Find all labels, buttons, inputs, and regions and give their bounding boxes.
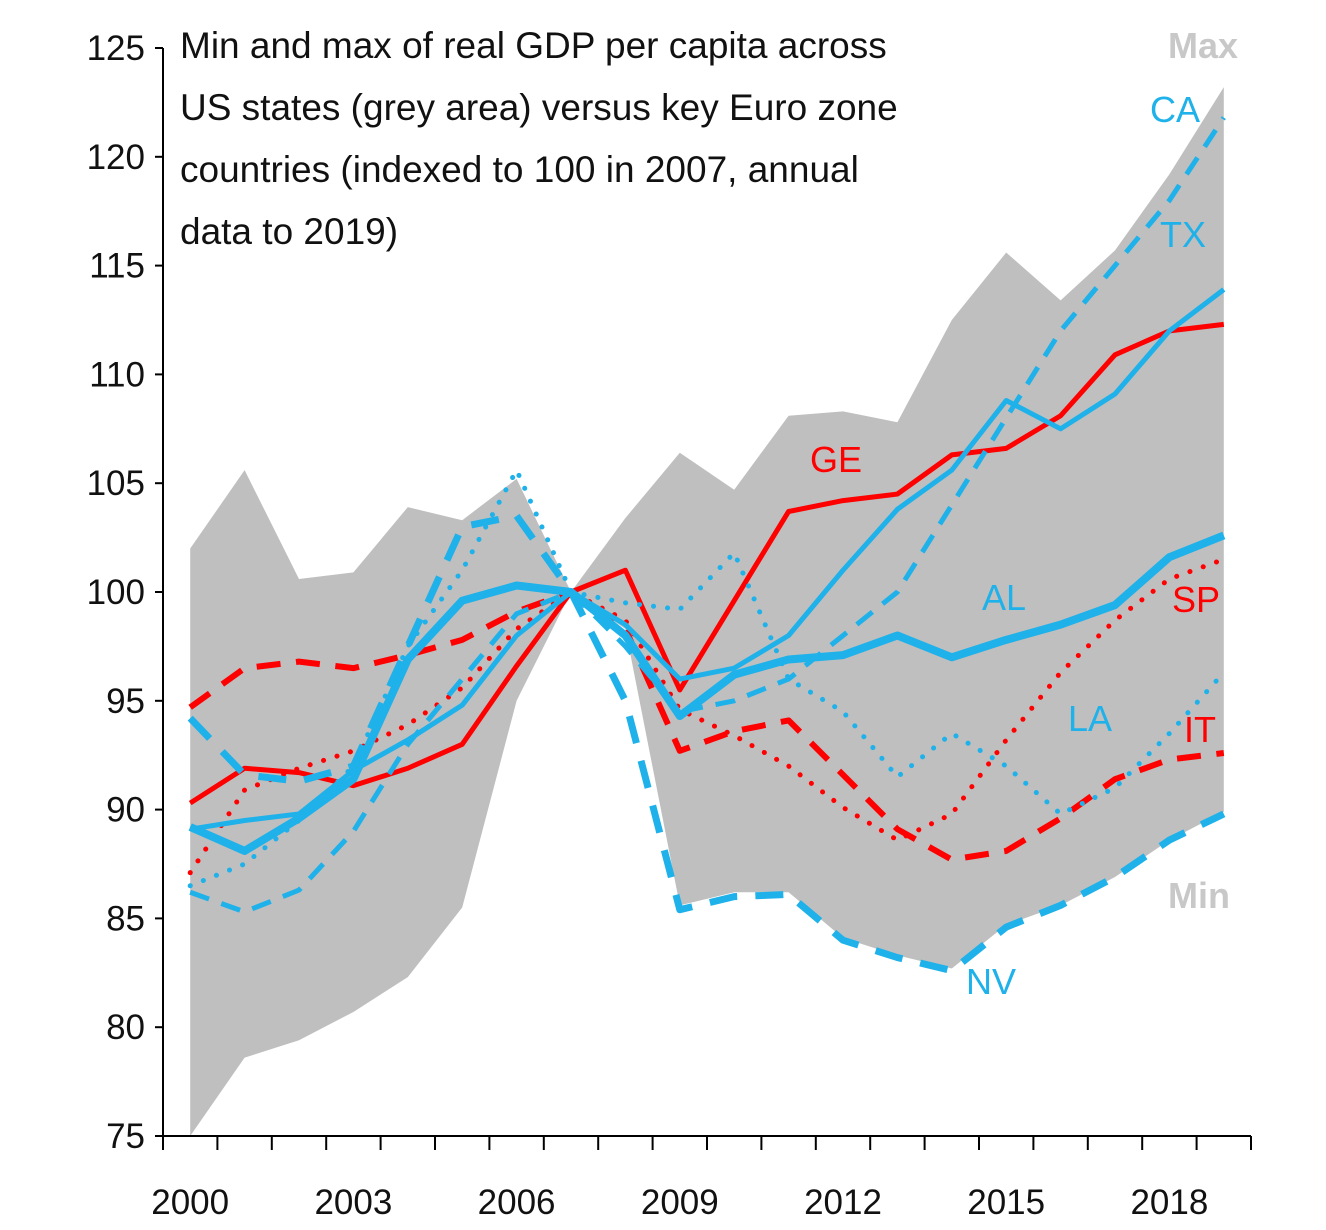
- y-tick-label: 110: [89, 355, 145, 394]
- x-tick-label: 2012: [804, 1183, 882, 1222]
- y-tick-label: 90: [106, 791, 145, 830]
- chart-title: Min and max of real GDP per capita acros…: [180, 25, 898, 252]
- series-ge: [188, 321, 1225, 806]
- title-line-2: US states (grey area) versus key Euro zo…: [180, 87, 898, 128]
- series-lines: [187, 116, 1227, 975]
- series-label-ca: CA: [1150, 89, 1200, 130]
- band-area: [190, 87, 1224, 1137]
- x-tick-label: 2009: [641, 1183, 719, 1222]
- y-tick-label: 100: [87, 573, 145, 612]
- series-label-it: IT: [1184, 709, 1216, 750]
- x-tick-label: 2018: [1130, 1183, 1208, 1222]
- y-tick-label: 95: [106, 682, 145, 721]
- x-tick-label: 2000: [151, 1183, 229, 1222]
- title-line-4: data to 2019): [180, 211, 398, 252]
- us-min-max-band: [190, 87, 1224, 1137]
- y-tick-label: 80: [106, 1008, 145, 1047]
- axes: 75 80 85 90 95 100 105 110 115 120 125 2000 2003 2006…: [87, 29, 1252, 1222]
- y-tick-label: 105: [87, 464, 145, 503]
- series-al: [188, 531, 1226, 855]
- title-line-3: countries (indexed to 100 in 2007, annua…: [180, 149, 859, 190]
- series-label-la: LA: [1068, 698, 1112, 739]
- series-line-it: [188, 589, 1225, 863]
- y-tick-label: 85: [106, 899, 145, 938]
- x-tick-label: 2006: [478, 1183, 556, 1222]
- series-it: [188, 589, 1225, 863]
- band-min-label: Min: [1168, 875, 1230, 916]
- x-tick-label: 2003: [314, 1183, 392, 1222]
- series-line-nv: [187, 512, 1226, 975]
- title-line-1: Min and max of real GDP per capita acros…: [180, 25, 887, 66]
- series-nv: [187, 512, 1226, 975]
- series-line-ca: [189, 116, 1226, 915]
- series-label-al: AL: [982, 577, 1026, 618]
- band-max-label: Max: [1168, 25, 1238, 66]
- series-line-al: [188, 531, 1226, 855]
- series-label-nv: NV: [966, 961, 1016, 1002]
- y-tick-label: 75: [106, 1117, 145, 1156]
- x-tick-label: 2015: [967, 1183, 1045, 1222]
- y-tick-label: 125: [87, 29, 145, 68]
- series-ca: [189, 116, 1226, 915]
- y-tick-label: 115: [89, 247, 145, 286]
- series-label-tx: TX: [1160, 214, 1206, 255]
- y-tick-label: 120: [87, 138, 145, 177]
- series-label-sp: SP: [1172, 579, 1220, 620]
- series-label-ge: GE: [810, 439, 862, 480]
- series-line-ge: [188, 321, 1225, 806]
- series-labels: Max Min CA TX GE AL SP LA IT NV: [810, 25, 1238, 1002]
